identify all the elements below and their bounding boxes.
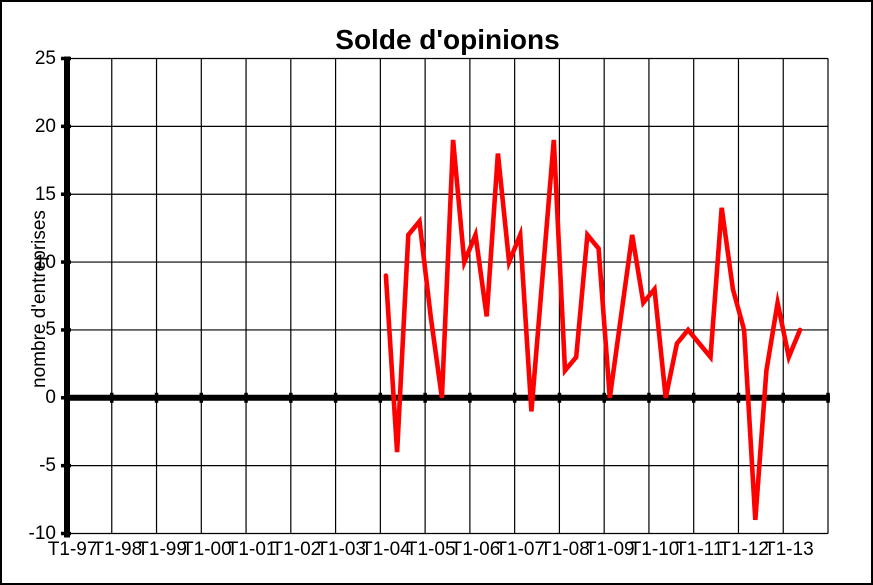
x-tick-label: T1-02 (271, 539, 322, 560)
x-tick-label: T1-06 (450, 539, 501, 560)
x-tick-label: T1-05 (405, 539, 456, 560)
chart-title: Solde d'opinions (335, 24, 560, 55)
x-tick-label: T1-12 (719, 539, 769, 560)
x-tick-label: T1-04 (361, 539, 411, 560)
y-tick-label: 20 (34, 115, 56, 137)
y-tick-label: -5 (39, 455, 56, 477)
y-tick-label: 10 (34, 251, 56, 273)
x-tick-label: T1-13 (764, 539, 814, 560)
x-tick-label: T1-07 (495, 539, 546, 560)
x-tick-label: T1-00 (182, 539, 232, 560)
y-tick-label: 0 (45, 387, 56, 409)
x-tick-label: T1-97 (47, 539, 98, 560)
y-tick-label: 15 (34, 183, 56, 205)
x-tick-label: T1-11 (675, 539, 724, 560)
y-tick-label: -10 (28, 523, 56, 544)
x-tick-label: T1-03 (316, 539, 366, 560)
series-line (383, 139, 803, 521)
y-tick-label: 5 (45, 319, 56, 341)
x-tick-label: T1-10 (629, 539, 680, 560)
x-tick-label: T1-08 (540, 539, 590, 560)
y-tick-label: 25 (34, 48, 56, 69)
x-tick-label: T1-09 (584, 539, 635, 560)
x-tick-label: T1-01 (226, 539, 277, 560)
x-tick-label: T1-99 (137, 539, 187, 560)
x-tick-label: T1-98 (92, 539, 143, 560)
